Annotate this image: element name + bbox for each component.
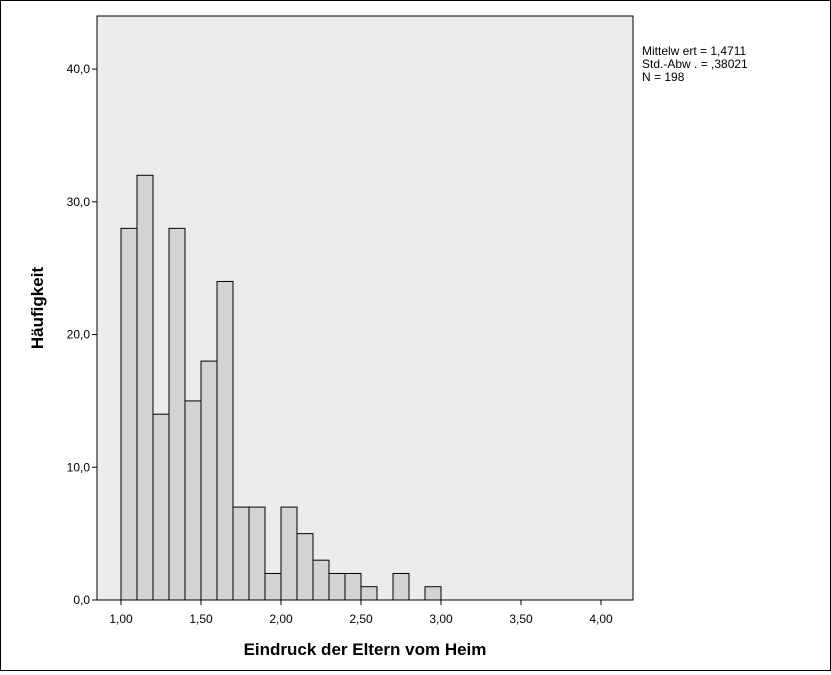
histogram-bar: [360, 586, 378, 601]
histogram-bar: [424, 586, 442, 601]
bars-group: [120, 174, 442, 601]
histogram-bar: [152, 413, 170, 601]
x-tick-label: 3,50: [509, 612, 533, 626]
x-tick-label: 2,50: [349, 612, 373, 626]
histogram-bar: [200, 360, 218, 601]
histogram-bar: [232, 506, 250, 601]
y-tick-label: 10,0: [67, 460, 91, 474]
histogram-bar: [264, 572, 282, 601]
x-axis-title: Eindruck der Eltern vom Heim: [244, 640, 487, 659]
x-tick-label: 1,00: [109, 612, 133, 626]
histogram-bar: [296, 533, 314, 601]
y-tick-label: 40,0: [67, 62, 91, 76]
x-axis-ticks: 1,00 1,50 2,00 2,50 3,00 3,50 4,00: [109, 600, 613, 626]
y-axis-title: Häufigkeit: [28, 267, 47, 350]
stat-mean: Mittelw ert = 1,4711: [642, 44, 746, 58]
histogram-bar: [312, 559, 330, 601]
y-tick-label: 0,0: [73, 593, 90, 607]
histogram-bar: [120, 227, 138, 601]
y-tick-label: 20,0: [67, 328, 91, 342]
y-axis-ticks: 0,0 10,0 20,0 30,0 40,0: [67, 62, 97, 607]
x-tick-label: 4,00: [589, 612, 613, 626]
histogram-bar: [392, 572, 410, 601]
x-tick-label: 2,00: [269, 612, 293, 626]
histogram-bar: [344, 572, 362, 601]
histogram-bar: [184, 400, 202, 601]
y-tick-label: 30,0: [67, 195, 91, 209]
histogram-bar: [216, 280, 234, 601]
histogram-bar: [280, 506, 298, 601]
stat-n: N = 198: [642, 70, 685, 84]
x-tick-label: 1,50: [189, 612, 213, 626]
histogram-bar: [136, 174, 154, 601]
stat-std-dev: Std.-Abw . = ,38021: [642, 57, 748, 71]
histogram-bar: [168, 227, 186, 601]
histogram-bar: [248, 506, 266, 601]
histogram-bar: [328, 572, 346, 601]
x-tick-label: 3,00: [429, 612, 453, 626]
